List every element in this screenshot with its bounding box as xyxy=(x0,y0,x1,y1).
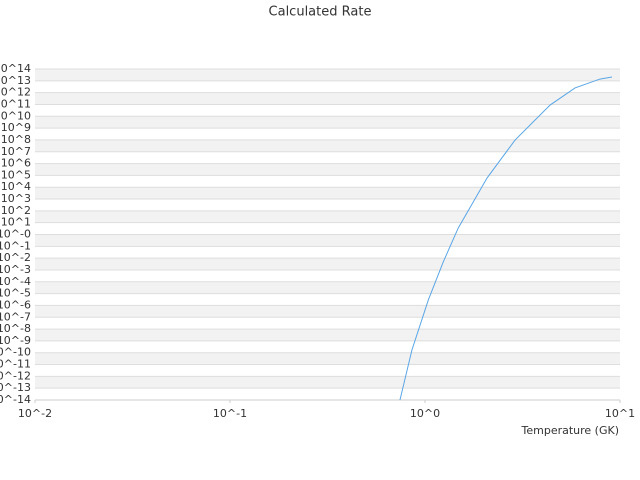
y-tick-label: 10^9 xyxy=(1,121,31,134)
grid-band xyxy=(35,281,620,294)
grid-band xyxy=(35,352,620,365)
y-tick-label: 10^13 xyxy=(0,74,31,87)
grid-band xyxy=(35,258,620,270)
grid-band xyxy=(35,92,620,105)
x-tick-label: 10^1 xyxy=(605,407,635,420)
chart-title: Calculated Rate xyxy=(269,5,372,20)
y-tick-label: 10^-5 xyxy=(0,287,31,300)
grid-band xyxy=(35,329,620,341)
grid-band xyxy=(35,234,620,247)
grid-band xyxy=(35,305,620,318)
y-tick-label: 10^2 xyxy=(1,204,31,217)
y-tick-label: 10^6 xyxy=(1,157,31,170)
y-tick-label: 10^-13 xyxy=(0,381,31,394)
data-line xyxy=(399,76,613,401)
y-tick-label: 10^10 xyxy=(0,109,31,122)
y-tick-label: 10^-8 xyxy=(0,322,31,335)
y-tick-label: 10^1 xyxy=(1,216,31,229)
y-tick-label: 10^-7 xyxy=(0,310,31,323)
y-tick-label: 10^-14 xyxy=(0,393,31,406)
y-tick-label: 10^-4 xyxy=(0,275,31,288)
x-tick-label: 10^-1 xyxy=(213,407,247,420)
x-tick-label: 10^0 xyxy=(410,407,440,420)
y-tick-label: 10^5 xyxy=(1,168,31,181)
grid-band xyxy=(35,139,620,152)
y-tick-label: 10^7 xyxy=(1,145,31,158)
grid-band xyxy=(35,69,620,81)
grid-band xyxy=(35,116,620,129)
grid-band xyxy=(35,163,620,176)
y-tick-label: 10^-0 xyxy=(0,228,31,241)
y-tick-label: 10^-6 xyxy=(0,298,31,311)
y-tick-label: 10^-3 xyxy=(0,263,31,276)
y-tick-label: 10^4 xyxy=(1,180,31,193)
grid-band xyxy=(35,376,620,389)
y-tick-label: 10^-11 xyxy=(0,358,31,371)
y-tick-label: 10^-10 xyxy=(0,346,31,359)
y-tick-label: 10^-2 xyxy=(0,251,31,264)
y-tick-label: 10^12 xyxy=(0,86,31,99)
y-tick-label: 10^14 xyxy=(0,62,31,75)
x-tick-label: 10^-2 xyxy=(18,407,52,420)
y-tick-label: 10^-1 xyxy=(0,239,31,252)
x-axis-label: Temperature (GK) xyxy=(521,424,620,437)
y-tick-label: 10^-12 xyxy=(0,369,31,382)
grid-band xyxy=(35,187,620,200)
y-tick-label: 10^11 xyxy=(0,97,31,110)
y-tick-label: 10^8 xyxy=(1,133,31,146)
grid-band xyxy=(35,210,620,223)
y-tick-label: 10^3 xyxy=(1,192,31,205)
y-tick-label: 10^-9 xyxy=(0,334,31,347)
